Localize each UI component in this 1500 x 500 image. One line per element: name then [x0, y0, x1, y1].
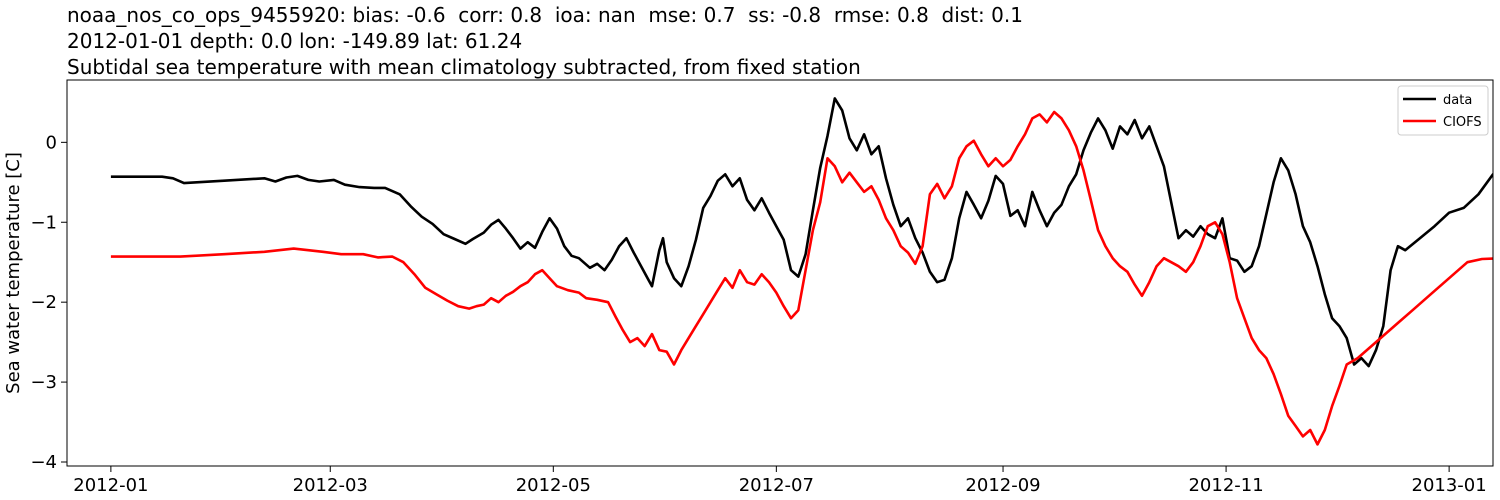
y-tick-label: −4 — [30, 452, 57, 473]
x-tick-label: 2012-09 — [965, 475, 1040, 496]
x-tick-label: 2012-11 — [1188, 475, 1263, 496]
y-axis: 0 −1 −2 −3 −4 — [30, 132, 67, 473]
title-line-stats: noaa_nos_co_ops_9455920: bias: -0.6 corr… — [67, 3, 1023, 27]
x-tick-label: 2012-05 — [516, 475, 591, 496]
title-line-description: Subtidal sea temperature with mean clima… — [67, 55, 861, 79]
legend-label-data: data — [1443, 93, 1472, 108]
x-axis: 2012-01 2012-03 2012-05 2012-07 2012-09 2012-… — [73, 466, 1487, 496]
title-line-location: 2012-01-01 depth: 0.0 lon: -149.89 lat: … — [67, 29, 523, 53]
series-line-data — [110, 97, 1493, 368]
chart-title: noaa_nos_co_ops_9455920: bias: -0.6 corr… — [67, 2, 1023, 80]
x-tick-label: 2012-07 — [739, 475, 814, 496]
x-tick-label: 2012-03 — [293, 475, 368, 496]
y-tick-label: −1 — [30, 212, 57, 233]
x-tick-label: 2012-01 — [73, 475, 148, 496]
y-tick-label: −2 — [30, 292, 57, 313]
series-layer — [110, 97, 1493, 446]
y-tick-label: −3 — [30, 372, 57, 393]
series-line-ciofs — [110, 110, 1493, 446]
y-tick-label: 0 — [46, 132, 57, 153]
legend: data CIOFS — [1397, 85, 1489, 136]
legend-label-ciofs: CIOFS — [1443, 115, 1482, 130]
x-tick-label: 2013-01 — [1412, 475, 1487, 496]
axes-frame — [66, 79, 1494, 467]
y-axis-label: Sea water temperature [C] — [3, 152, 24, 394]
